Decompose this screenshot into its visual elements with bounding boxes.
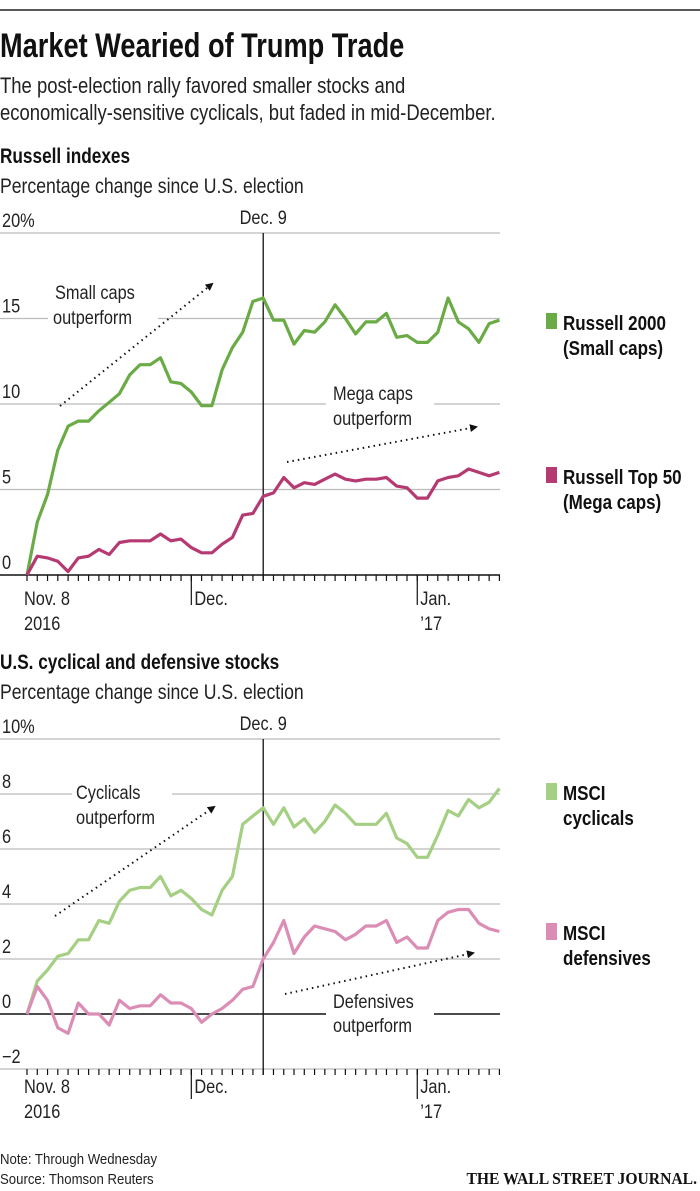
y-tick-label: −2 bbox=[2, 1046, 21, 1067]
page-title: Market Wearied of Trump Trade bbox=[0, 26, 404, 65]
y-tick-label: 0 bbox=[2, 552, 11, 573]
y-tick-label: 2 bbox=[2, 936, 11, 957]
footer-note: Note: Through Wednesday bbox=[0, 1150, 158, 1167]
x-tick-label: Nov. 8 bbox=[24, 588, 70, 609]
chart-title: Russell indexes bbox=[0, 146, 130, 169]
legend-swatch-russell-top-50 bbox=[546, 467, 557, 483]
msci-defensives-line bbox=[25, 907, 500, 1035]
legend-russell-top-50-line2: (Mega caps) bbox=[563, 491, 661, 514]
annotation-cyclicals-line1: Cyclicals bbox=[76, 782, 141, 803]
y-tick-label: 4 bbox=[2, 881, 11, 902]
legend-msci-cyclicals-line1: MSCI bbox=[563, 782, 605, 805]
dec-9-marker-label: Dec. 9 bbox=[240, 713, 287, 734]
mega-caps-arrow bbox=[286, 424, 478, 463]
x-tick-label: Nov. 8 bbox=[24, 1076, 70, 1097]
footer-source: Source: Thomson Reuters bbox=[0, 1170, 154, 1187]
x-tick-label-year: 2016 bbox=[24, 613, 60, 634]
dec-9-marker-label: Dec. 9 bbox=[240, 207, 287, 228]
russell-top-50-mega-caps-line bbox=[25, 467, 500, 576]
legend-msci-cyclicals-line2: cyclicals bbox=[563, 807, 634, 830]
y-tick-label: 6 bbox=[2, 826, 11, 847]
x-tick-label: Dec. bbox=[194, 1076, 228, 1097]
cyclical-defensive-chart: U.S. cyclical and defensive stocks Perce… bbox=[0, 652, 651, 1122]
x-tick-label: Jan. bbox=[420, 1076, 451, 1097]
y-tick-label: 15 bbox=[2, 295, 20, 316]
chart-subtitle: Percentage change since U.S. election bbox=[0, 175, 304, 199]
y-tick-label: 8 bbox=[2, 771, 11, 792]
annotation-mega-caps-line1: Mega caps bbox=[333, 383, 413, 404]
y-tick-label: 10 bbox=[2, 381, 20, 402]
annotation-bg bbox=[326, 378, 434, 428]
x-tick-label-year: 2016 bbox=[24, 1101, 60, 1122]
x-tick-label-year: ’17 bbox=[420, 613, 442, 634]
legend-msci-defensives-line2: defensives bbox=[563, 947, 651, 970]
legend-swatch-msci-cyclicals bbox=[546, 783, 557, 800]
russell-chart: Russell indexes Percentage change since … bbox=[0, 146, 682, 634]
y-tick-label: 5 bbox=[2, 466, 11, 487]
y-tick-label: 0 bbox=[2, 991, 11, 1012]
x-tick-label: Jan. bbox=[420, 588, 451, 609]
annotation-bg bbox=[72, 776, 172, 828]
annotation-cyclicals-line2: outperform bbox=[76, 807, 155, 828]
annotation-small-caps-line2: outperform bbox=[53, 307, 132, 328]
x-tick-label-year: ’17 bbox=[420, 1101, 442, 1122]
legend-russell-2000-line1: Russell 2000 bbox=[563, 312, 666, 335]
annotation-defensives-line2: outperform bbox=[333, 1015, 412, 1036]
annotation-mega-caps-line2: outperform bbox=[333, 408, 412, 429]
annotation-defensives-line1: Defensives bbox=[333, 991, 414, 1012]
y-tick-label: 10% bbox=[2, 716, 35, 737]
annotation-bg bbox=[48, 275, 158, 327]
chart-title: U.S. cyclical and defensive stocks bbox=[0, 652, 279, 675]
defensives-arrow bbox=[284, 950, 475, 995]
subtitle-line-1: The post-election rally favored smaller … bbox=[0, 75, 405, 99]
y-tick-label: 20% bbox=[2, 210, 35, 231]
wsj-logo: THE WALL STREET JOURNAL. bbox=[466, 1168, 697, 1188]
legend-russell-top-50-line1: Russell Top 50 bbox=[563, 466, 682, 489]
subtitle-line-2: economically-sensitive cyclicals, but fa… bbox=[0, 102, 496, 126]
msci-cyclicals-line bbox=[25, 787, 501, 1015]
x-tick-label: Dec. bbox=[194, 588, 228, 609]
annotation-small-caps-line1: Small caps bbox=[55, 282, 135, 303]
russell-2000-small-caps-line bbox=[25, 296, 500, 576]
legend-swatch-russell-2000 bbox=[546, 313, 557, 329]
annotation-bg bbox=[326, 985, 434, 1035]
legend-msci-defensives-line1: MSCI bbox=[563, 922, 605, 945]
legend-russell-2000-line2: (Small caps) bbox=[563, 337, 663, 360]
chart-subtitle: Percentage change since U.S. election bbox=[0, 681, 304, 705]
cyclicals-arrow bbox=[54, 805, 216, 917]
legend-swatch-msci-defensives bbox=[546, 923, 557, 940]
